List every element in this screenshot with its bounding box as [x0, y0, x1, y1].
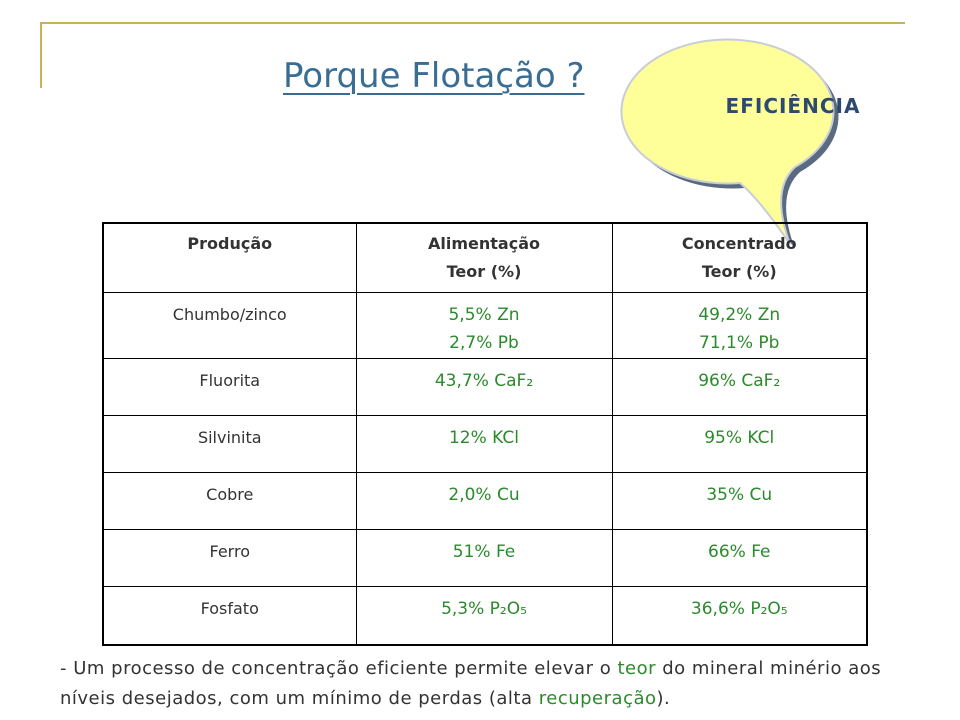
- header-concentrado: Concentrado Teor (%): [611, 223, 868, 293]
- highlight-recuperacao: recuperação: [538, 688, 657, 709]
- cell-concentrado: 96% CaF₂: [611, 358, 868, 416]
- cell-produto: Silvinita: [102, 415, 357, 473]
- cell-produto: Ferro: [102, 529, 357, 587]
- highlight-teor: teor: [617, 658, 656, 679]
- flotation-table: Produção Alimentação Teor (%) Concentrado…: [102, 222, 868, 646]
- table-row: Ferro 51% Fe 66% Fe: [102, 529, 868, 587]
- page-title: Porque Flotação ?: [283, 56, 585, 96]
- table-row: Fluorita 43,7% CaF₂ 96% CaF₂: [102, 358, 868, 416]
- table-row: Cobre 2,0% Cu 35% Cu: [102, 472, 868, 530]
- speech-bubble-body: [620, 38, 835, 245]
- cell-concentrado: 95% KCl: [611, 415, 868, 473]
- table-header-row: Produção Alimentação Teor (%) Concentrado…: [102, 223, 868, 293]
- cell-alimentacao: 51% Fe: [355, 529, 613, 587]
- speech-bubble-label: EFICIÊNCIA: [725, 94, 861, 118]
- table-row: Chumbo/zinco 5,5% Zn 2,7% Pb 49,2% Zn 71,1…: [102, 292, 868, 359]
- header-alimentacao: Alimentação Teor (%): [355, 223, 613, 293]
- table-row: Fosfato 5,3% P₂O₅ 36,6% P₂O₅: [102, 586, 868, 645]
- slide-frame-left: [40, 22, 42, 88]
- header-producao: Produção: [102, 223, 357, 293]
- slide-frame-top: [40, 22, 905, 24]
- cell-concentrado: 49,2% Zn 71,1% Pb: [611, 292, 868, 359]
- cell-produto: Cobre: [102, 472, 357, 530]
- table-row: Silvinita 12% KCl 95% KCl: [102, 415, 868, 473]
- cell-produto: Fosfato: [102, 586, 357, 645]
- cell-produto: Fluorita: [102, 358, 357, 416]
- cell-alimentacao: 43,7% CaF₂: [355, 358, 613, 416]
- cell-concentrado: 36,6% P₂O₅: [611, 586, 868, 645]
- cell-alimentacao: 5,3% P₂O₅: [355, 586, 613, 645]
- cell-concentrado: 35% Cu: [611, 472, 868, 530]
- cell-alimentacao: 2,0% Cu: [355, 472, 613, 530]
- cell-alimentacao: 12% KCl: [355, 415, 613, 473]
- cell-concentrado: 66% Fe: [611, 529, 868, 587]
- cell-produto: Chumbo/zinco: [102, 292, 357, 359]
- footnote-text: - Um processo de concentração eficiente …: [60, 658, 882, 709]
- cell-alimentacao: 5,5% Zn 2,7% Pb: [355, 292, 613, 359]
